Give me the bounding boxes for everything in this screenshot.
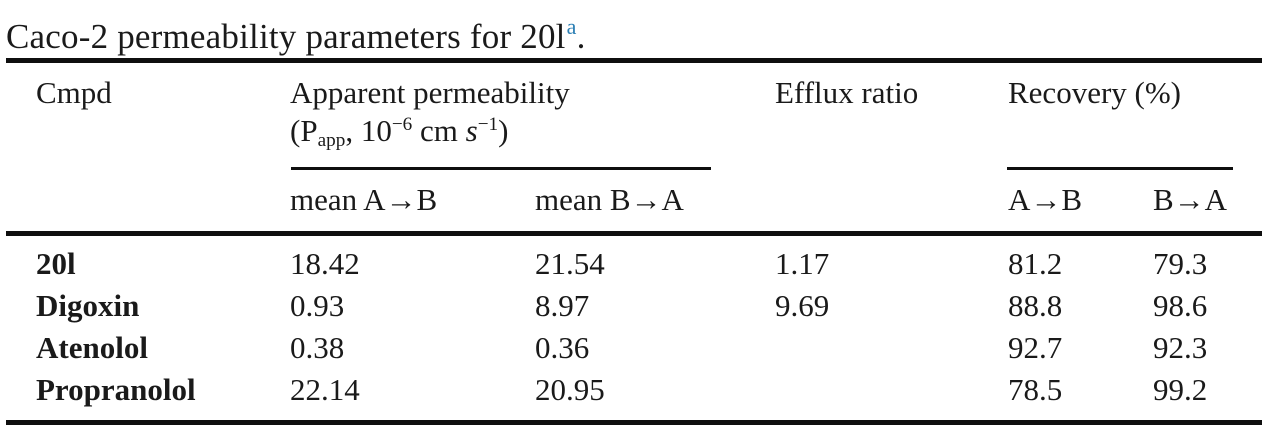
apparent-permeability-spanner-rule [291, 167, 711, 170]
cell-mean-a-to-b: 18.42 [290, 246, 360, 281]
cell-efflux-ratio: 1.17 [775, 246, 830, 281]
header-cmpd: Cmpd [36, 75, 112, 110]
row-compound-name: Propranolol [36, 372, 196, 407]
seconds-symbol: s [465, 113, 478, 148]
table-caption-text: Caco-2 permeability parameters for 20l [6, 17, 566, 56]
cell-mean-a-to-b: 0.38 [290, 330, 345, 365]
table-subheader-row: mean A→B mean B→A A→B B→A [0, 180, 1275, 220]
cell-recovery-a-to-b: 78.5 [1008, 372, 1063, 407]
table-caption: Caco-2 permeability parameters for 20la. [6, 6, 586, 58]
subheader-recovery-b-to-a: B→A [1153, 182, 1228, 217]
cell-recovery-b-to-a: 79.3 [1153, 246, 1208, 281]
header-recovery: Recovery (%) [1008, 75, 1181, 110]
cell-mean-a-to-b: 22.14 [290, 372, 360, 407]
cell-recovery-b-to-a: 99.2 [1153, 372, 1208, 407]
cell-mean-b-to-a: 8.97 [535, 288, 590, 323]
cell-efflux-ratio [775, 369, 1008, 411]
footnote-marker-a: a [566, 14, 577, 39]
header-apparent-permeability: Apparent permeability (Papp, 10−6 cm s−1… [290, 74, 775, 150]
cell-recovery-a-to-b: 92.7 [1008, 330, 1063, 365]
row-compound-name: 20l [36, 246, 76, 281]
cell-recovery-b-to-a: 92.3 [1153, 330, 1208, 365]
cell-mean-b-to-a: 20.95 [535, 372, 605, 407]
header-apparent-permeability-units: (Papp, 10−6 cm s−1) [290, 113, 509, 151]
cell-efflux-ratio [775, 327, 1008, 369]
subheader-mean-b-to-a: mean B→A [535, 182, 684, 217]
recovery-spanner-rule [1007, 167, 1233, 170]
cell-recovery-b-to-a: 98.6 [1153, 288, 1208, 323]
cell-recovery-a-to-b: 81.2 [1008, 246, 1063, 281]
exponent-minus-1: −1 [477, 114, 499, 135]
papp-subscript: app [317, 130, 346, 151]
row-compound-name: Digoxin [36, 288, 140, 323]
table-middle-rule [6, 231, 1262, 236]
subheader-recovery-a-to-b: A→B [1008, 182, 1083, 217]
cell-mean-b-to-a: 21.54 [535, 246, 605, 281]
cell-efflux-ratio: 9.69 [775, 288, 830, 323]
subheader-mean-a-to-b: mean A→B [290, 182, 438, 217]
row-compound-name: Atenolol [36, 330, 148, 365]
table-header-row: Cmpd Apparent permeability (Papp, 10−6 c… [0, 74, 1275, 150]
header-apparent-permeability-line1: Apparent permeability [290, 75, 570, 110]
cell-recovery-a-to-b: 88.8 [1008, 288, 1063, 323]
table-caption-period: . [576, 17, 586, 56]
table-top-rule [6, 58, 1262, 63]
header-efflux-ratio: Efflux ratio [775, 75, 919, 110]
table-bottom-rule [6, 420, 1262, 425]
table-body: 20l 18.42 21.54 1.17 81.2 79.3 Digoxin 0… [0, 243, 1275, 411]
exponent-minus-6: −6 [391, 114, 413, 135]
cell-mean-a-to-b: 0.93 [290, 288, 345, 323]
cell-mean-b-to-a: 0.36 [535, 330, 590, 365]
